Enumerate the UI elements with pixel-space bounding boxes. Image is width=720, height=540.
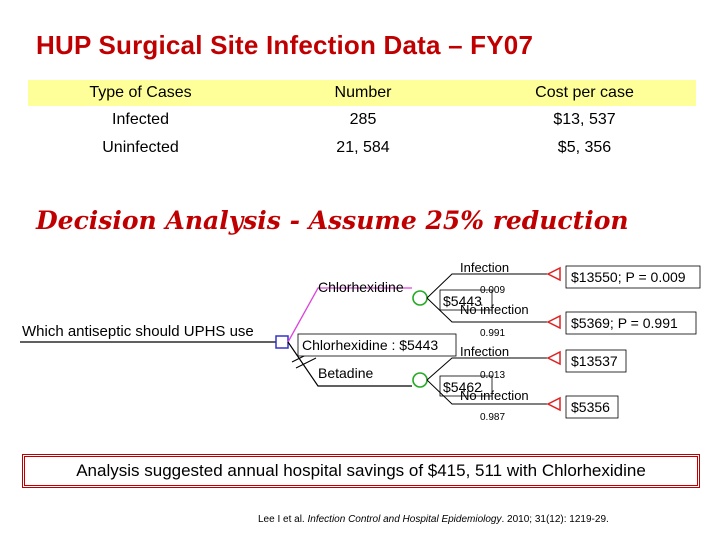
savings-summary-box: Analysis suggested annual hospital savin… <box>22 454 700 488</box>
citation-journal: Infection Control and Hospital Epidemiol… <box>307 514 502 525</box>
table-cell: 285 <box>349 111 377 128</box>
outcome-label: Infection <box>460 344 509 359</box>
payoff-box <box>565 311 697 335</box>
table-cell: $13, 537 <box>553 111 616 128</box>
header-cost-per-case: Cost per case <box>473 80 696 106</box>
outcome-label: Infection <box>460 260 509 275</box>
betadine-branch-label: Betadine <box>318 365 373 381</box>
decision-analysis-heading: Decision Analysis - Assume 25% reduction <box>36 206 629 235</box>
table-cell: Infected <box>112 111 169 128</box>
outcome-probability: 0.009 <box>480 285 505 296</box>
decision-tree: Which antiseptic should UPHS use Chlorhe… <box>20 260 701 423</box>
savings-summary-text: Analysis suggested annual hospital savin… <box>76 461 646 480</box>
infection-data-table: Type of Cases Number Cost per case Infec… <box>28 80 696 162</box>
payoff-label: $13550; P = 0.009 <box>571 269 686 285</box>
terminal-node-triangle[interactable] <box>546 350 561 366</box>
optimal-choice-label: Chlorhexidine : $5443 <box>302 337 438 353</box>
outcome-label: No infection <box>460 302 529 317</box>
payoff-label: $5356 <box>571 399 610 415</box>
table-header-row: Type of Cases Number Cost per case <box>28 80 696 106</box>
betadine-chance-node[interactable] <box>412 372 428 388</box>
table-cell: 21, 584 <box>336 139 390 156</box>
header-number: Number <box>253 80 473 106</box>
outcome-line <box>426 273 548 299</box>
citation-details: . 2010; 31(12): 1219-29. <box>501 514 609 525</box>
payoff-label: $5369; P = 0.991 <box>571 315 678 331</box>
outcome-line <box>426 379 548 405</box>
chlorhexidine-branch-line[interactable] <box>287 287 412 343</box>
terminal-node-triangle[interactable] <box>546 314 561 330</box>
betadine-expected-value: $5462 <box>443 379 482 395</box>
outcome-line <box>426 357 548 381</box>
citation: Lee I et al. Infection Control and Hospi… <box>258 514 609 525</box>
terminal-node-triangle[interactable] <box>546 266 561 282</box>
payoff-box <box>565 265 701 289</box>
chlorhexidine-branch-label: Chlorhexidine <box>318 279 404 295</box>
header-type-of-cases: Type of Cases <box>28 80 253 106</box>
outcome-probability: 0.987 <box>480 412 505 423</box>
outcome-probability: 0.991 <box>480 328 505 339</box>
prune-mark <box>295 357 317 369</box>
outcome-line <box>426 297 548 323</box>
citation-authors: Lee I et al. <box>258 514 308 525</box>
chlorhexidine-expected-value: $5443 <box>443 293 482 309</box>
betadine-branch-line[interactable] <box>287 341 412 387</box>
payoff-box <box>565 349 627 373</box>
chlorhexidine-chance-node[interactable] <box>412 290 428 306</box>
table-row: Uninfected 21, 584 $5, 356 <box>28 134 696 162</box>
outcome-probability: 0.013 <box>480 370 505 381</box>
optimal-choice-box <box>297 333 457 357</box>
terminal-node-triangle[interactable] <box>546 396 561 412</box>
table-cell: Uninfected <box>102 139 179 156</box>
outcome-label: No infection <box>460 388 529 403</box>
payoff-box <box>565 395 619 419</box>
betadine-ev-box <box>439 375 493 397</box>
slide-title: HUP Surgical Site Infection Data – FY07 <box>36 30 534 60</box>
table-cell: $5, 356 <box>557 139 612 156</box>
chlorhexidine-ev-box <box>439 289 493 311</box>
table-row: Infected 285 $13, 537 <box>28 106 696 134</box>
root-question-label: Which antiseptic should UPHS use <box>22 323 254 340</box>
decision-node-square[interactable] <box>275 335 289 349</box>
payoff-label: $13537 <box>571 353 618 369</box>
